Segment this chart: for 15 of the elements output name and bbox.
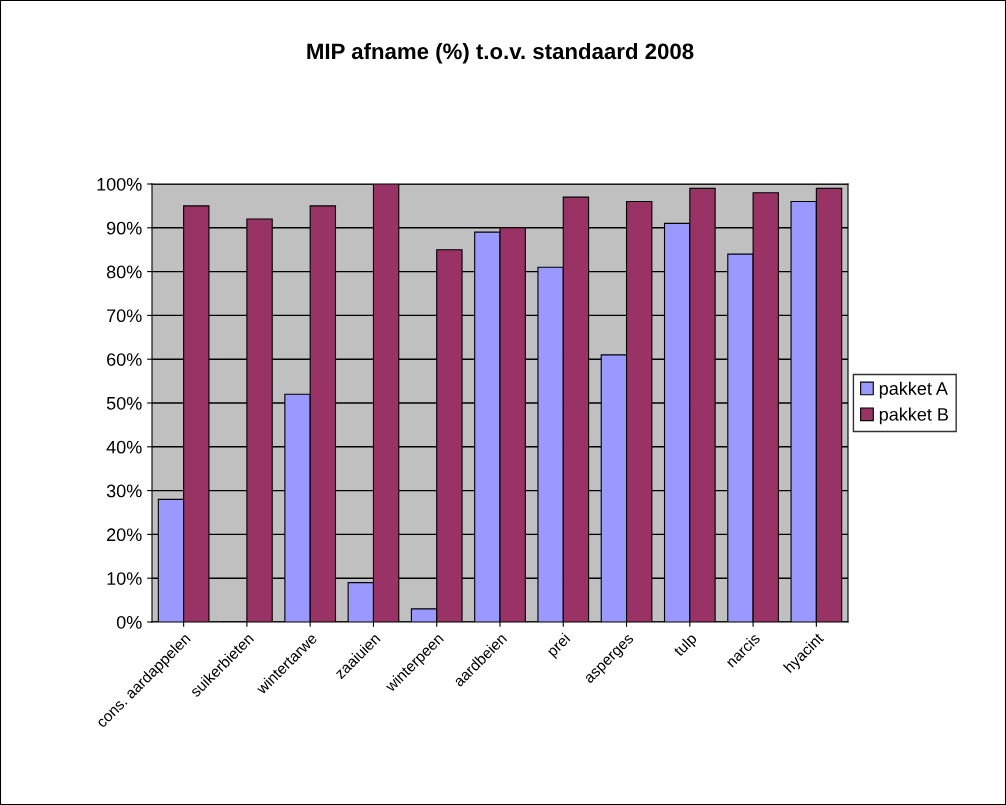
y-tick-label: 10%	[107, 572, 142, 585]
legend-label: pakket A	[879, 381, 948, 399]
y-tick-label: 100%	[97, 177, 142, 191]
y-tick-label: 40%	[106, 440, 142, 454]
y-tick-label: 70%	[107, 309, 142, 323]
y-tick-label: 60%	[107, 353, 142, 366]
y-tick-label: 50%	[106, 396, 142, 410]
legend-label: pakket B	[879, 407, 948, 425]
y-tick-label: 80%	[106, 265, 142, 279]
y-tick-label: 0%	[116, 615, 142, 629]
y-tick-label: 90%	[106, 221, 142, 235]
y-tick-label: 30%	[106, 484, 142, 498]
x-tick-label: tulp	[672, 632, 700, 660]
y-tick-label: 20%	[107, 528, 142, 542]
chart-title: MIP afname (%) t.o.v. standaard 2008	[307, 42, 694, 64]
